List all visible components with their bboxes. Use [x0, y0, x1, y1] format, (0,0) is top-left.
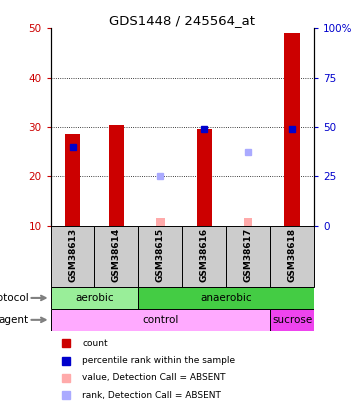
Text: aerobic: aerobic [75, 293, 114, 303]
Text: control: control [142, 315, 179, 325]
Bar [109, 124, 124, 226]
Bar [226, 226, 270, 287]
Bar [51, 226, 95, 287]
Bar [138, 226, 182, 287]
Bar [156, 218, 165, 226]
Title: GDS1448 / 245564_at: GDS1448 / 245564_at [109, 14, 255, 27]
Bar [138, 287, 314, 309]
Bar [270, 226, 314, 287]
Text: anaerobic: anaerobic [200, 293, 252, 303]
Text: GSM38618: GSM38618 [288, 228, 297, 281]
Bar [65, 134, 80, 226]
Bar [284, 33, 300, 226]
Text: sucrose: sucrose [272, 315, 312, 325]
Bar [197, 130, 212, 226]
Bar [51, 287, 138, 309]
Text: protocol: protocol [0, 293, 29, 303]
Text: GSM38613: GSM38613 [68, 228, 77, 281]
Text: GSM38614: GSM38614 [112, 228, 121, 282]
Bar [244, 218, 252, 226]
Text: agent: agent [0, 315, 29, 325]
Bar [182, 226, 226, 287]
Bar [95, 226, 138, 287]
Bar [51, 309, 270, 331]
Text: count: count [82, 339, 108, 348]
Text: GSM38616: GSM38616 [200, 228, 209, 281]
Text: value, Detection Call = ABSENT: value, Detection Call = ABSENT [82, 373, 226, 382]
Text: percentile rank within the sample: percentile rank within the sample [82, 356, 235, 365]
Text: GSM38615: GSM38615 [156, 228, 165, 281]
Text: GSM38617: GSM38617 [244, 228, 253, 282]
Text: rank, Detection Call = ABSENT: rank, Detection Call = ABSENT [82, 391, 221, 400]
Bar [270, 309, 314, 331]
